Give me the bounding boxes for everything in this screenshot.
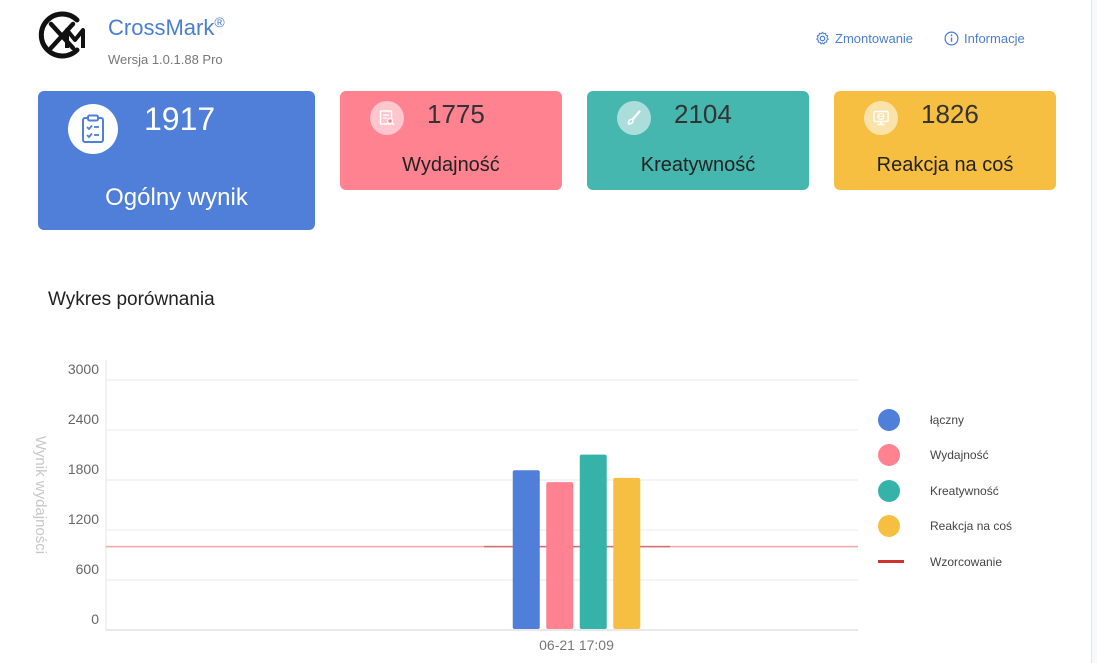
- legend-item[interactable]: Kreatywność: [878, 473, 1012, 509]
- reaction-score-value: 1826: [921, 99, 979, 129]
- legend-item[interactable]: Wzorcowanie: [878, 544, 1012, 580]
- legend-item[interactable]: łączny: [878, 402, 1012, 438]
- performance-score-value: 1775: [427, 99, 485, 129]
- legend-label: Wzorcowanie: [930, 554, 1003, 569]
- performance-score-label: Wydajność: [402, 154, 500, 176]
- gear-icon: [816, 31, 829, 45]
- performance-score-card[interactable]: 1775 Wydajność: [340, 91, 562, 190]
- legend-item[interactable]: Wydajność: [878, 438, 1012, 474]
- bar: [579, 454, 607, 629]
- creativity-score-value: 2104: [674, 99, 732, 129]
- overall-score-card[interactable]: 1917 Ogólny wynik: [38, 91, 315, 230]
- mount-button-label: Zmontowanie: [835, 31, 914, 46]
- monitor-globe-icon: [864, 101, 898, 135]
- comparison-chart-title: Wykres porównania: [48, 289, 215, 310]
- y-tick-label: 2400: [68, 411, 99, 427]
- y-tick-label: 3000: [68, 361, 99, 377]
- legend-line-swatch: [878, 560, 904, 564]
- brush-icon: [617, 101, 651, 135]
- legend-dot-swatch: [878, 444, 900, 467]
- y-axis-title: Wynik wydajności: [32, 436, 49, 554]
- clipboard-check-icon: [68, 104, 118, 154]
- x-tick-label: 06-21 17:09: [539, 637, 614, 653]
- y-tick-label: 600: [76, 561, 100, 577]
- overall-score-label: Ogólny wynik: [105, 184, 248, 211]
- crossmark-logo-icon: [38, 11, 85, 59]
- y-tick-label: 1800: [68, 461, 99, 477]
- comparison-chart: 0 600 1200 1800 2400 3000 Wynik wydajności 06-2…: [32, 360, 858, 653]
- window-edge: [1091, 0, 1097, 663]
- legend-label: Kreatywność: [930, 483, 999, 498]
- creativity-score-label: Kreatywność: [640, 154, 756, 176]
- chart-legend: łączny Wydajność Kreatywność Reakcja na coś…: [878, 402, 1012, 580]
- legend-label: Reakcja na coś: [930, 519, 1013, 534]
- reaction-score-label: Reakcja na coś: [876, 154, 1014, 176]
- info-button-label: Informacje: [964, 31, 1025, 46]
- legend-dot-swatch: [878, 408, 900, 431]
- reaction-score-card[interactable]: 1826 Reakcja na coś: [834, 91, 1056, 190]
- legend-label: łączny: [930, 412, 965, 427]
- legend-item[interactable]: Reakcja na coś: [878, 509, 1012, 545]
- y-tick-label: 0: [91, 611, 99, 627]
- legend-label: Wydajność: [930, 448, 989, 463]
- bar: [546, 482, 574, 629]
- app-title: CrossMark®: [108, 14, 225, 40]
- legend-dot-swatch: [878, 479, 900, 502]
- legend-dot-swatch: [878, 515, 900, 538]
- mount-button[interactable]: Zmontowanie: [815, 31, 913, 46]
- app-version: Wersja 1.0.1.88 Pro: [108, 52, 223, 67]
- info-icon: [944, 31, 959, 46]
- overall-score-value: 1917: [144, 101, 216, 137]
- y-tick-label: 1200: [68, 511, 99, 527]
- document-search-icon: [370, 101, 404, 135]
- info-button[interactable]: Informacje: [944, 31, 1025, 46]
- bar: [613, 477, 641, 629]
- bar: [512, 470, 540, 629]
- creativity-score-card[interactable]: 2104 Kreatywność: [587, 91, 809, 190]
